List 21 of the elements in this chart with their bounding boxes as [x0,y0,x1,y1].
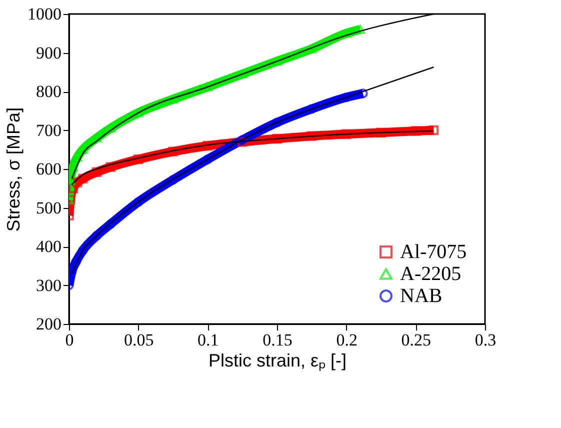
y-tick-label: 900 [36,43,62,62]
legend-label: A-2205 [400,263,462,285]
y-tick-label: 1000 [28,4,62,24]
x-tick-label: 0.3 [474,330,496,350]
legend-label: NAB [400,285,442,307]
y-tick-label: 700 [36,120,62,140]
y-tick-label: 500 [36,198,62,218]
x-axis-title: Plstic strain, εₚ [-] [208,350,347,372]
y-tick-label: 200 [36,314,62,334]
legend-label: Al-7075 [400,241,467,263]
y-axis-title: Stress, σ [MPa] [4,107,24,232]
x-tick-label: 0 [65,330,74,350]
y-tick-label: 300 [36,276,62,295]
x-tick-label: 0.05 [124,330,154,350]
y-tick-label: 600 [36,160,62,178]
x-tick-label: 0.2 [336,330,358,350]
y-tick-label: 800 [36,82,62,101]
x-tick-label: 0.15 [262,330,292,350]
y-tick-label: 400 [36,237,62,256]
x-tick-label: 0.25 [401,330,432,350]
x-tick-label: 0.1 [198,330,219,350]
